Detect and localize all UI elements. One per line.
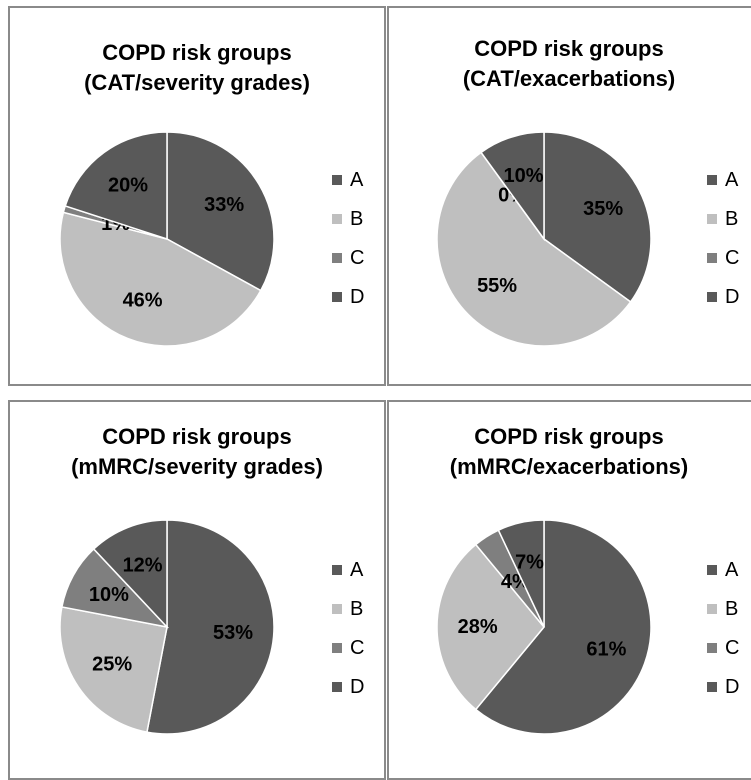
legend-item-b: B (707, 597, 738, 621)
legend-swatch-c (332, 643, 342, 653)
pie-slice-d (497, 519, 545, 628)
chart-title: COPD risk groups (CAT/severity grades) (10, 38, 384, 98)
pie-slice-b (59, 606, 168, 733)
chart-title-line-2: (mMRC/exacerbations) (449, 454, 689, 479)
legend-item-a: A (707, 558, 738, 582)
data-label-a: 53% (213, 622, 253, 644)
data-label-b: 28% (458, 616, 498, 638)
legend-label-d: D (725, 285, 740, 308)
data-label-d: 7% (515, 551, 544, 573)
legend-swatch-d (332, 682, 342, 692)
legend-swatch-d (332, 292, 342, 302)
pie-slice-b (59, 211, 262, 347)
legend-item-c: C (707, 636, 739, 660)
data-label-b: 25% (92, 653, 132, 675)
data-label-a: 35% (583, 198, 623, 220)
chart-panel-cat-exacerbations: COPD risk groups (CAT/exacerbations) 35%… (387, 6, 751, 386)
pie-slice-d (480, 131, 545, 242)
chart-title-line-1: COPD risk groups (102, 424, 292, 449)
legend-swatch-b (332, 214, 342, 224)
legend-label-d: D (350, 285, 365, 308)
legend-label-b: B (350, 597, 364, 620)
legend-label-b: B (725, 597, 739, 620)
legend-item-b: B (332, 597, 363, 621)
chart-title: COPD risk groups (mMRC/severity grades) (10, 422, 384, 482)
chart-title: COPD risk groups (CAT/exacerbations) (389, 34, 749, 94)
pie-chart: 53% 25% 10% 12% (59, 519, 275, 735)
pie-chart: 35%55%0%10% (436, 131, 652, 347)
legend-swatch-a (332, 175, 342, 185)
legend-item-a: A (707, 168, 738, 192)
legend-item-c: C (332, 246, 364, 270)
legend-item-d: D (707, 285, 739, 309)
legend-item-b: B (332, 207, 363, 231)
chart-panel-mmrc-severity: COPD risk groups (mMRC/severity grades) … (8, 400, 386, 780)
chart-title-line-2: (CAT/severity grades) (84, 70, 310, 95)
pie-slice-b (436, 543, 545, 711)
data-label-d: 20% (108, 174, 148, 196)
pie-slice-b (436, 151, 632, 347)
pie-slice-a (166, 131, 275, 292)
legend-label-d: D (350, 675, 365, 698)
legend-label-d: D (725, 675, 740, 698)
data-label-a: 33% (204, 194, 244, 216)
data-label-a: 61% (586, 638, 626, 660)
legend-swatch-c (707, 643, 717, 653)
legend-swatch-b (332, 604, 342, 614)
legend-item-d: D (332, 675, 364, 699)
legend-swatch-a (707, 175, 717, 185)
data-label-d: 12% (123, 554, 163, 576)
legend-label-a: A (725, 168, 739, 191)
legend-swatch-c (707, 253, 717, 263)
pie-chart: 33%46%1%20% (59, 131, 275, 347)
data-label-d: 10% (503, 165, 543, 187)
chart-title-line-1: COPD risk groups (474, 36, 664, 61)
legend-item-c: C (332, 636, 364, 660)
legend-label-c: C (350, 636, 365, 659)
legend-swatch-a (707, 565, 717, 575)
legend-label-b: B (725, 207, 739, 230)
legend-label-a: A (350, 558, 364, 581)
legend-swatch-d (707, 292, 717, 302)
legend-item-d: D (707, 675, 739, 699)
legend-item-a: A (332, 168, 363, 192)
chart-title-line-2: (mMRC/severity grades) (71, 454, 323, 479)
chart-title-line-1: COPD risk groups (474, 424, 664, 449)
pie-slice-a (146, 519, 275, 735)
legend-swatch-d (707, 682, 717, 692)
legend-item-b: B (707, 207, 738, 231)
legend-swatch-c (332, 253, 342, 263)
legend-item-d: D (332, 285, 364, 309)
legend-label-b: B (350, 207, 364, 230)
pie-slice-a (474, 519, 652, 735)
legend-label-a: A (725, 558, 739, 581)
legend-label-a: A (350, 168, 364, 191)
legend-swatch-b (707, 604, 717, 614)
legend-item-c: C (707, 246, 739, 270)
pie-slice-d (64, 131, 168, 241)
legend-label-c: C (725, 246, 740, 269)
data-label-b: 46% (123, 290, 163, 312)
data-label-c: 10% (89, 584, 129, 606)
data-label-b: 55% (477, 275, 517, 297)
chart-panel-mmrc-exacerbations: COPD risk groups (mMRC/exacerbations) 61… (387, 400, 751, 780)
chart-title: COPD risk groups (mMRC/exacerbations) (389, 422, 749, 482)
pie-chart: 61%28%4%7% (436, 519, 652, 735)
chart-panel-cat-severity: COPD risk groups (CAT/severity grades) 3… (8, 6, 386, 386)
chart-title-line-2: (CAT/exacerbations) (462, 66, 676, 91)
legend-label-c: C (350, 246, 365, 269)
legend-label-c: C (725, 636, 740, 659)
pie-slice-a (543, 131, 652, 303)
legend-item-a: A (332, 558, 363, 582)
legend-swatch-b (707, 214, 717, 224)
chart-title-line-1: COPD risk groups (102, 40, 292, 65)
pie-slice-d (92, 519, 168, 629)
legend-swatch-a (332, 565, 342, 575)
